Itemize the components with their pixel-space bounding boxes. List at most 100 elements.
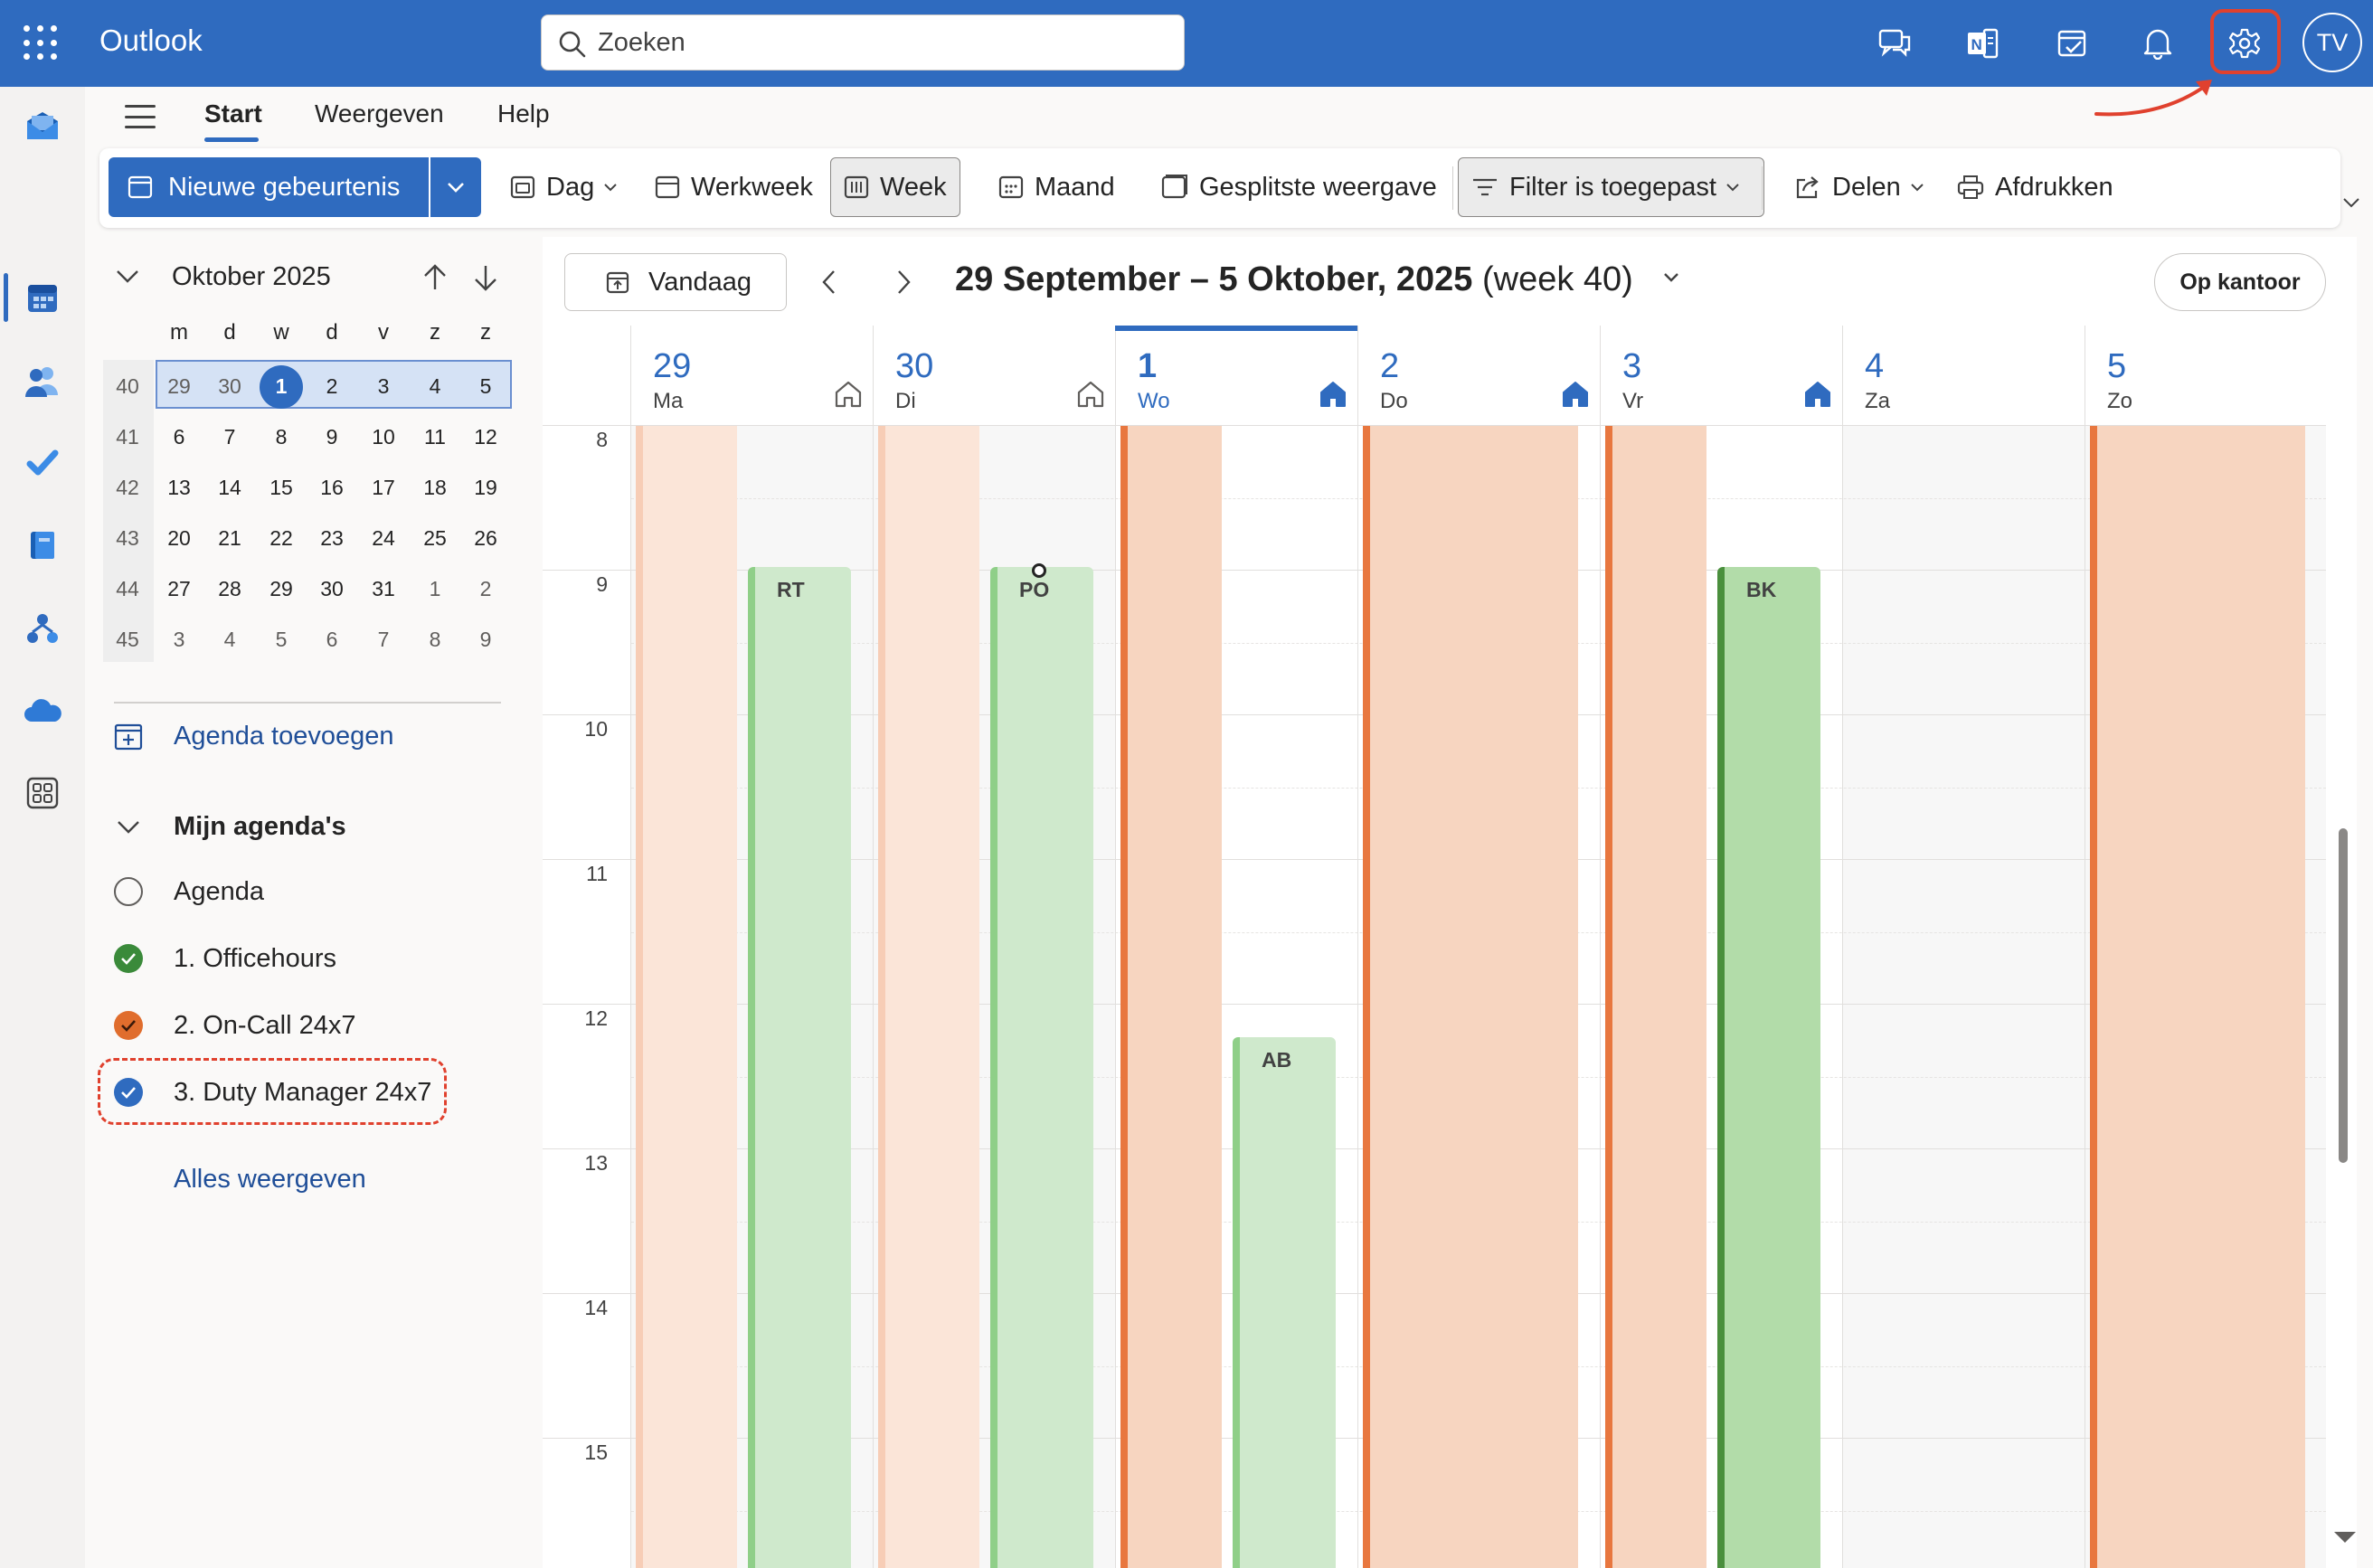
chevron-down-icon[interactable] [1662, 271, 1680, 284]
mini-calendar-day[interactable]: 7 [377, 628, 390, 651]
tab-start[interactable]: Start [204, 99, 262, 128]
mini-calendar-collapse-icon[interactable] [112, 260, 143, 291]
checked-circle-icon[interactable] [114, 1011, 143, 1040]
mini-calendar-day[interactable]: 5 [275, 628, 288, 651]
day-header[interactable]: 30 Di [873, 326, 1115, 425]
nav-toggle-icon[interactable] [125, 105, 156, 128]
day-header[interactable]: 29 Ma [630, 326, 873, 425]
mini-calendar-day[interactable]: 4 [429, 374, 441, 398]
mini-calendar-day[interactable]: 23 [320, 526, 344, 550]
mini-calendar-day[interactable]: 22 [269, 526, 293, 550]
avatar[interactable]: TV [2302, 13, 2362, 72]
checked-circle-icon[interactable] [114, 1078, 143, 1107]
mini-calendar-day[interactable]: 12 [474, 425, 497, 449]
week-view-button[interactable]: Week [830, 157, 960, 217]
mini-calendar-day[interactable]: 28 [218, 577, 241, 600]
home-office-icon[interactable] [1318, 380, 1348, 409]
on-call-event[interactable] [636, 426, 737, 1568]
workweek-view-button[interactable]: Werkweek [642, 157, 826, 217]
mini-calendar-day[interactable]: 17 [372, 476, 395, 499]
print-button[interactable]: Afdrukken [1944, 157, 2126, 217]
app-launcher-icon[interactable] [24, 25, 60, 61]
arrow-down-icon[interactable] [470, 262, 501, 293]
app-title[interactable]: Outlook [99, 24, 203, 57]
mini-calendar-day[interactable]: 18 [423, 476, 447, 499]
home-office-icon[interactable] [1075, 380, 1106, 409]
files-icon[interactable] [20, 523, 65, 568]
day-header[interactable]: 4 Za [1842, 326, 2085, 425]
home-office-icon[interactable] [1802, 380, 1833, 409]
notifications-bell-icon[interactable] [2134, 20, 2181, 67]
vertical-scrollbar[interactable] [2339, 828, 2348, 1163]
day-header[interactable]: 2 Do [1357, 326, 1600, 425]
search-box[interactable] [541, 14, 1185, 71]
calendar-item-agenda[interactable]: Agenda [114, 874, 264, 910]
mini-calendar-day[interactable]: 10 [372, 425, 395, 449]
org-icon[interactable] [20, 606, 65, 651]
mini-calendar-day[interactable]: 14 [218, 476, 241, 499]
mini-calendar-day[interactable]: 15 [269, 476, 293, 499]
checked-circle-icon[interactable] [114, 944, 143, 973]
day-header[interactable]: 3 Vr [1600, 326, 1842, 425]
mini-calendar-title[interactable]: Oktober 2025 [172, 262, 331, 291]
apps-icon[interactable] [20, 770, 65, 816]
mini-calendar-day[interactable]: 2 [326, 374, 338, 398]
chevron-right-icon[interactable] [890, 266, 917, 298]
people-icon[interactable] [20, 358, 65, 403]
filter-button[interactable]: Filter is toegepast [1458, 157, 1764, 217]
week-number[interactable]: 42 [116, 476, 139, 499]
officehours-event[interactable]: BK [1717, 567, 1820, 1568]
my-day-icon[interactable] [2049, 20, 2096, 67]
chevron-left-icon[interactable] [816, 266, 843, 298]
day-header[interactable]: 5 Zo [2085, 326, 2327, 425]
mini-calendar-day[interactable]: 6 [173, 425, 185, 449]
today-button[interactable]: Vandaag [564, 253, 787, 311]
mini-calendar-day[interactable]: 27 [167, 577, 191, 600]
new-event-dropdown[interactable] [430, 157, 481, 217]
mini-calendar-day[interactable]: 29 [269, 577, 293, 600]
onedrive-icon[interactable] [20, 689, 65, 734]
date-range-title[interactable]: 29 September – 5 Oktober, 2025 (week 40) [955, 260, 1633, 299]
day-view-button[interactable]: Dag [497, 157, 641, 217]
unchecked-circle-icon[interactable] [114, 877, 143, 906]
on-call-event[interactable] [878, 426, 979, 1568]
mini-calendar-day[interactable]: 24 [372, 526, 395, 550]
officehours-event[interactable]: PO [990, 567, 1093, 1568]
mini-calendar-day[interactable]: 6 [326, 628, 338, 651]
teams-chat-icon[interactable] [1872, 20, 1919, 67]
mini-calendar-day[interactable]: 20 [167, 526, 191, 550]
calendar-item-on-call[interactable]: 2. On-Call 24x7 [114, 1007, 356, 1044]
work-location-button[interactable]: Op kantoor [2154, 253, 2326, 311]
mini-calendar-day[interactable]: 21 [218, 526, 241, 550]
officehours-event[interactable]: AB [1233, 1037, 1336, 1568]
tab-view[interactable]: Weergeven [315, 99, 444, 128]
mini-calendar-day[interactable]: 7 [223, 425, 236, 449]
mini-calendar-day[interactable]: 4 [223, 628, 236, 651]
mini-calendar-day[interactable]: 1 [429, 577, 441, 600]
search-input[interactable] [598, 24, 1158, 61]
month-view-button[interactable]: Maand [986, 157, 1128, 217]
calendar-icon[interactable] [20, 275, 65, 320]
new-event-button[interactable]: Nieuwe gebeurtenis [109, 157, 429, 217]
mini-calendar-day[interactable]: 5 [479, 374, 492, 398]
ribbon-expand-icon[interactable] [2342, 197, 2360, 208]
mail-icon[interactable] [20, 103, 65, 148]
mini-calendar-day[interactable]: 26 [474, 526, 497, 550]
calendar-item-officehours[interactable]: 1. Officehours [114, 940, 336, 977]
mini-calendar-day[interactable]: 30 [218, 374, 241, 398]
on-call-event[interactable] [1605, 426, 1706, 1568]
time-grid[interactable]: 8 9 10 11 12 13 14 15 RT PO AB BK [543, 426, 2326, 1568]
tab-help[interactable]: Help [497, 99, 550, 128]
settings-gear-icon[interactable] [2221, 20, 2268, 67]
mini-calendar-day[interactable]: 9 [326, 425, 338, 449]
on-call-event[interactable] [2090, 426, 2305, 1568]
on-call-event[interactable] [1120, 426, 1222, 1568]
todo-icon[interactable] [20, 439, 65, 485]
arrow-up-icon[interactable] [420, 262, 450, 293]
mini-calendar-day[interactable]: 8 [275, 425, 288, 449]
officehours-event[interactable]: RT [748, 567, 851, 1568]
show-all-link[interactable]: Alles weergeven [174, 1165, 366, 1194]
mini-calendar-day[interactable]: 31 [372, 577, 395, 600]
day-header[interactable]: 1 Wo [1115, 326, 1357, 425]
mini-calendar-day[interactable]: 11 [424, 425, 446, 449]
